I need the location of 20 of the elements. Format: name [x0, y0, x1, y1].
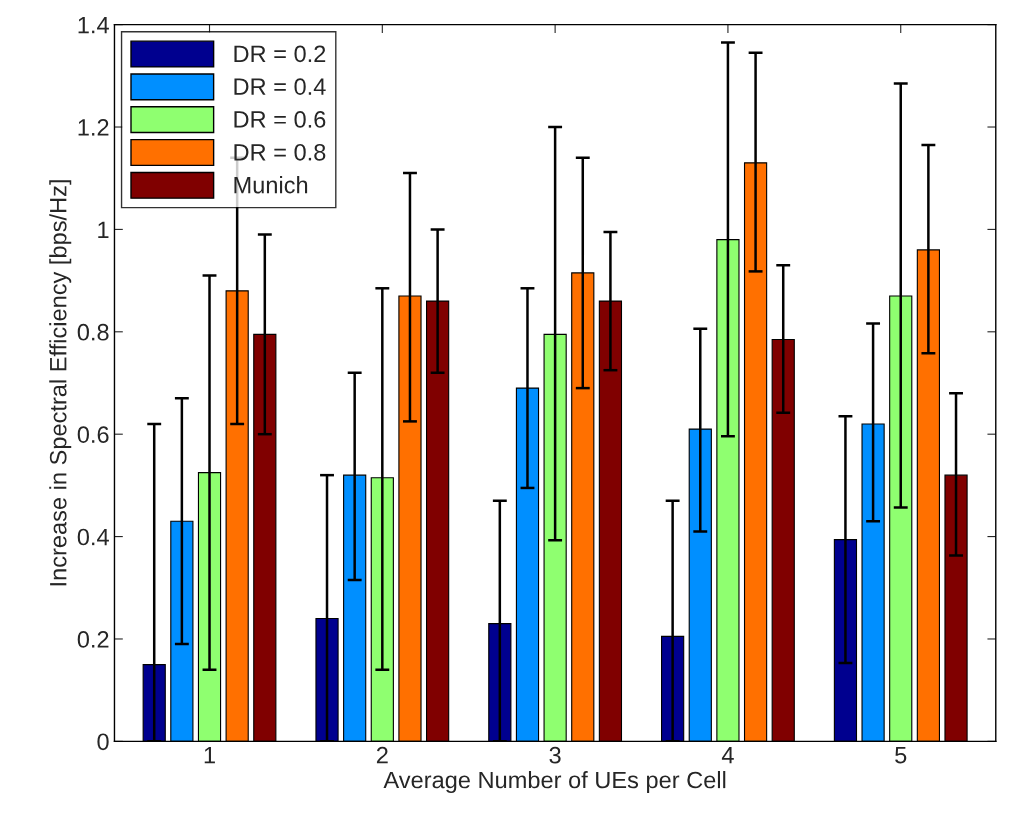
y-tick-label: 1.2: [78, 119, 109, 136]
legend-label: DR = 0.2: [234, 45, 326, 63]
x-tick-label: 4: [721, 747, 734, 764]
y-tick-label: 1: [98, 221, 109, 238]
x-tick-label: 2: [376, 746, 388, 764]
y-tick-label: 0.8: [77, 323, 109, 341]
y-axis-title: Increase in Spectral Efficiency [bps/Hz]: [49, 180, 72, 586]
y-tick-label: 0.6: [77, 426, 109, 443]
y-tick-label: 0.4: [77, 528, 109, 546]
legend-label: Munich: [234, 176, 308, 194]
x-axis-title: Average Number of UEs per Cell: [383, 771, 726, 794]
x-tick-label: 3: [549, 746, 561, 764]
y-tick-label: 0.2: [77, 631, 109, 648]
legend-label: DR = 0.4: [234, 78, 326, 95]
y-tick-label: 1.4: [78, 16, 109, 34]
x-tick-label: 1: [204, 747, 215, 764]
legend-label: DR = 0.8: [234, 143, 326, 161]
legend-label: DR = 0.6: [234, 111, 326, 128]
y-tick-label: 0: [97, 733, 109, 751]
x-tick-label: 5: [895, 747, 907, 764]
